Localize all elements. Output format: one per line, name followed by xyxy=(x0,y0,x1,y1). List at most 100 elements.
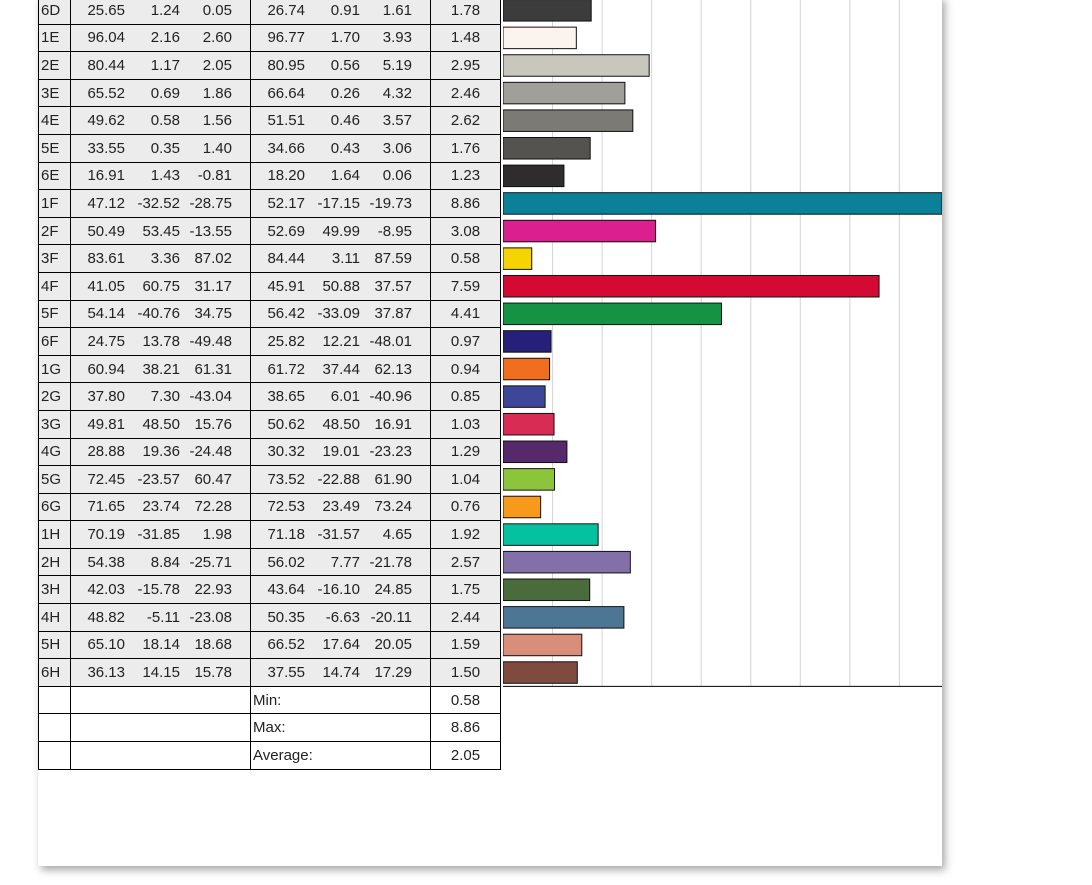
table-row: 4H 48.82 -5.11 -23.08 50.35 -6.63 -20.11 2.44 xyxy=(38,603,501,632)
bar-6g xyxy=(503,495,542,519)
lab-values-1: 50.49 53.45 -13.55 xyxy=(70,216,251,246)
l-value: 84.44 xyxy=(267,250,305,268)
b-value: -25.71 xyxy=(189,553,232,571)
table-row: 4F 41.05 60.75 31.17 45.91 50.88 37.57 7.59 xyxy=(38,271,501,301)
delta-e-value: 0.94 xyxy=(430,354,501,384)
bar-2f xyxy=(503,219,657,243)
table-row: 3F 83.61 3.36 87.02 84.44 3.11 87.59 0.58 xyxy=(38,244,501,273)
empty-cell xyxy=(70,685,251,715)
patch-id: 4F xyxy=(38,271,71,301)
lab-values-1: 49.81 48.50 15.76 xyxy=(70,409,251,439)
l-value: 26.74 xyxy=(267,1,305,19)
a-value: 3.36 xyxy=(150,250,180,268)
l-value: 96.77 xyxy=(267,29,305,47)
b-value: -13.55 xyxy=(189,222,232,240)
lab-values-2: 37.55 14.74 17.29 xyxy=(250,658,431,687)
b-value: 60.47 xyxy=(194,470,232,488)
table-row: 6D 25.65 1.24 0.05 26.74 0.91 1.61 1.78 xyxy=(38,0,501,25)
bar-4h xyxy=(503,606,625,629)
b-value: -49.48 xyxy=(189,332,232,350)
lab-values-1: 16.91 1.43 -0.81 xyxy=(70,161,251,191)
l-value: 43.64 xyxy=(267,581,305,599)
b-value: 73.24 xyxy=(374,498,412,516)
lab-values-2: 45.91 50.88 37.57 xyxy=(250,271,431,301)
a-value: 50.88 xyxy=(322,277,360,295)
a-value: 23.49 xyxy=(322,498,360,516)
table-row: 2F 50.49 53.45 -13.55 52.69 49.99 -8.95 3.08 xyxy=(38,216,501,246)
bar-3h xyxy=(503,578,591,602)
b-value: 2.60 xyxy=(202,29,232,47)
stat-value: 2.05 xyxy=(430,741,501,770)
table-row: 3H 42.03 -15.78 22.93 43.64 -16.10 24.85 1.75 xyxy=(38,575,501,605)
a-value: 0.43 xyxy=(330,139,360,157)
empty-cell xyxy=(38,685,71,715)
b-value: 0.05 xyxy=(202,1,232,19)
l-value: 70.19 xyxy=(87,526,125,544)
patch-id: 5G xyxy=(38,465,71,494)
lab-values-2: 73.52 -22.88 61.90 xyxy=(250,465,431,494)
a-value: 8.84 xyxy=(150,553,180,571)
lab-values-1: 49.62 0.58 1.56 xyxy=(70,106,251,135)
l-value: 72.45 xyxy=(87,470,125,488)
lab-values-1: 28.88 19.36 -24.48 xyxy=(70,437,251,467)
l-value: 80.95 xyxy=(267,56,305,74)
patch-id: 2E xyxy=(38,51,71,80)
lab-values-1: 70.19 -31.85 1.98 xyxy=(70,520,251,549)
l-value: 71.18 xyxy=(267,526,305,544)
lab-values-2: 52.17 -17.15 -19.73 xyxy=(250,189,431,218)
a-value: -31.57 xyxy=(317,526,360,544)
l-value: 50.49 xyxy=(87,222,125,240)
patch-id: 3E xyxy=(38,78,71,108)
bar-6e xyxy=(503,164,565,188)
delta-e-value: 0.58 xyxy=(430,244,501,273)
l-value: 41.05 xyxy=(87,277,125,295)
bar-2h xyxy=(503,550,631,574)
lab-values-1: 24.75 13.78 -49.48 xyxy=(70,327,251,356)
a-value: 6.01 xyxy=(330,388,360,406)
b-value: 18.68 xyxy=(194,636,232,654)
a-value: 7.77 xyxy=(330,553,360,571)
b-value: 61.90 xyxy=(374,470,412,488)
a-value: -32.52 xyxy=(137,194,180,212)
patch-id: 1E xyxy=(38,23,71,53)
table-row: 5G 72.45 -23.57 60.47 73.52 -22.88 61.90 1.04 xyxy=(38,465,501,494)
b-value: 4.65 xyxy=(382,526,412,544)
stat-value: 8.86 xyxy=(430,713,501,743)
bar-1e xyxy=(503,26,577,50)
delta-e-value: 1.75 xyxy=(430,575,501,605)
a-value: -31.85 xyxy=(137,526,180,544)
l-value: 33.55 xyxy=(87,139,125,157)
l-value: 47.12 xyxy=(87,194,125,212)
lab-values-2: 84.44 3.11 87.59 xyxy=(250,244,431,273)
a-value: 37.44 xyxy=(322,360,360,378)
stat-value: 0.58 xyxy=(430,685,501,715)
l-value: 66.52 xyxy=(267,636,305,654)
lab-values-1: 80.44 1.17 2.05 xyxy=(70,51,251,80)
a-value: -40.76 xyxy=(137,305,180,323)
b-value: 17.29 xyxy=(374,664,412,682)
bar-5h xyxy=(503,633,583,657)
delta-e-value: 0.85 xyxy=(430,382,501,411)
b-value: 2.05 xyxy=(202,56,232,74)
b-value: 34.75 xyxy=(194,305,232,323)
a-value: -15.78 xyxy=(137,581,180,599)
a-value: 18.14 xyxy=(142,636,180,654)
lab-values-2: 72.53 23.49 73.24 xyxy=(250,492,431,522)
a-value: 60.75 xyxy=(142,277,180,295)
b-value: 22.93 xyxy=(194,581,232,599)
bar-5f xyxy=(503,302,723,326)
delta-e-value: 1.04 xyxy=(430,465,501,494)
a-value: 2.16 xyxy=(150,29,180,47)
patch-id: 3F xyxy=(38,244,71,273)
a-value: -22.88 xyxy=(317,470,360,488)
patch-id: 5F xyxy=(38,299,71,329)
b-value: 4.32 xyxy=(382,84,412,102)
patch-id: 3H xyxy=(38,575,71,605)
l-value: 52.17 xyxy=(267,194,305,212)
table-row: 4G 28.88 19.36 -24.48 30.32 19.01 -23.23 1.29 xyxy=(38,437,501,467)
lab-values-1: 60.94 38.21 61.31 xyxy=(70,354,251,384)
delta-e-value: 2.46 xyxy=(430,78,501,108)
bar-4g xyxy=(503,440,568,464)
l-value: 52.69 xyxy=(267,222,305,240)
lab-values-1: 71.65 23.74 72.28 xyxy=(70,492,251,522)
